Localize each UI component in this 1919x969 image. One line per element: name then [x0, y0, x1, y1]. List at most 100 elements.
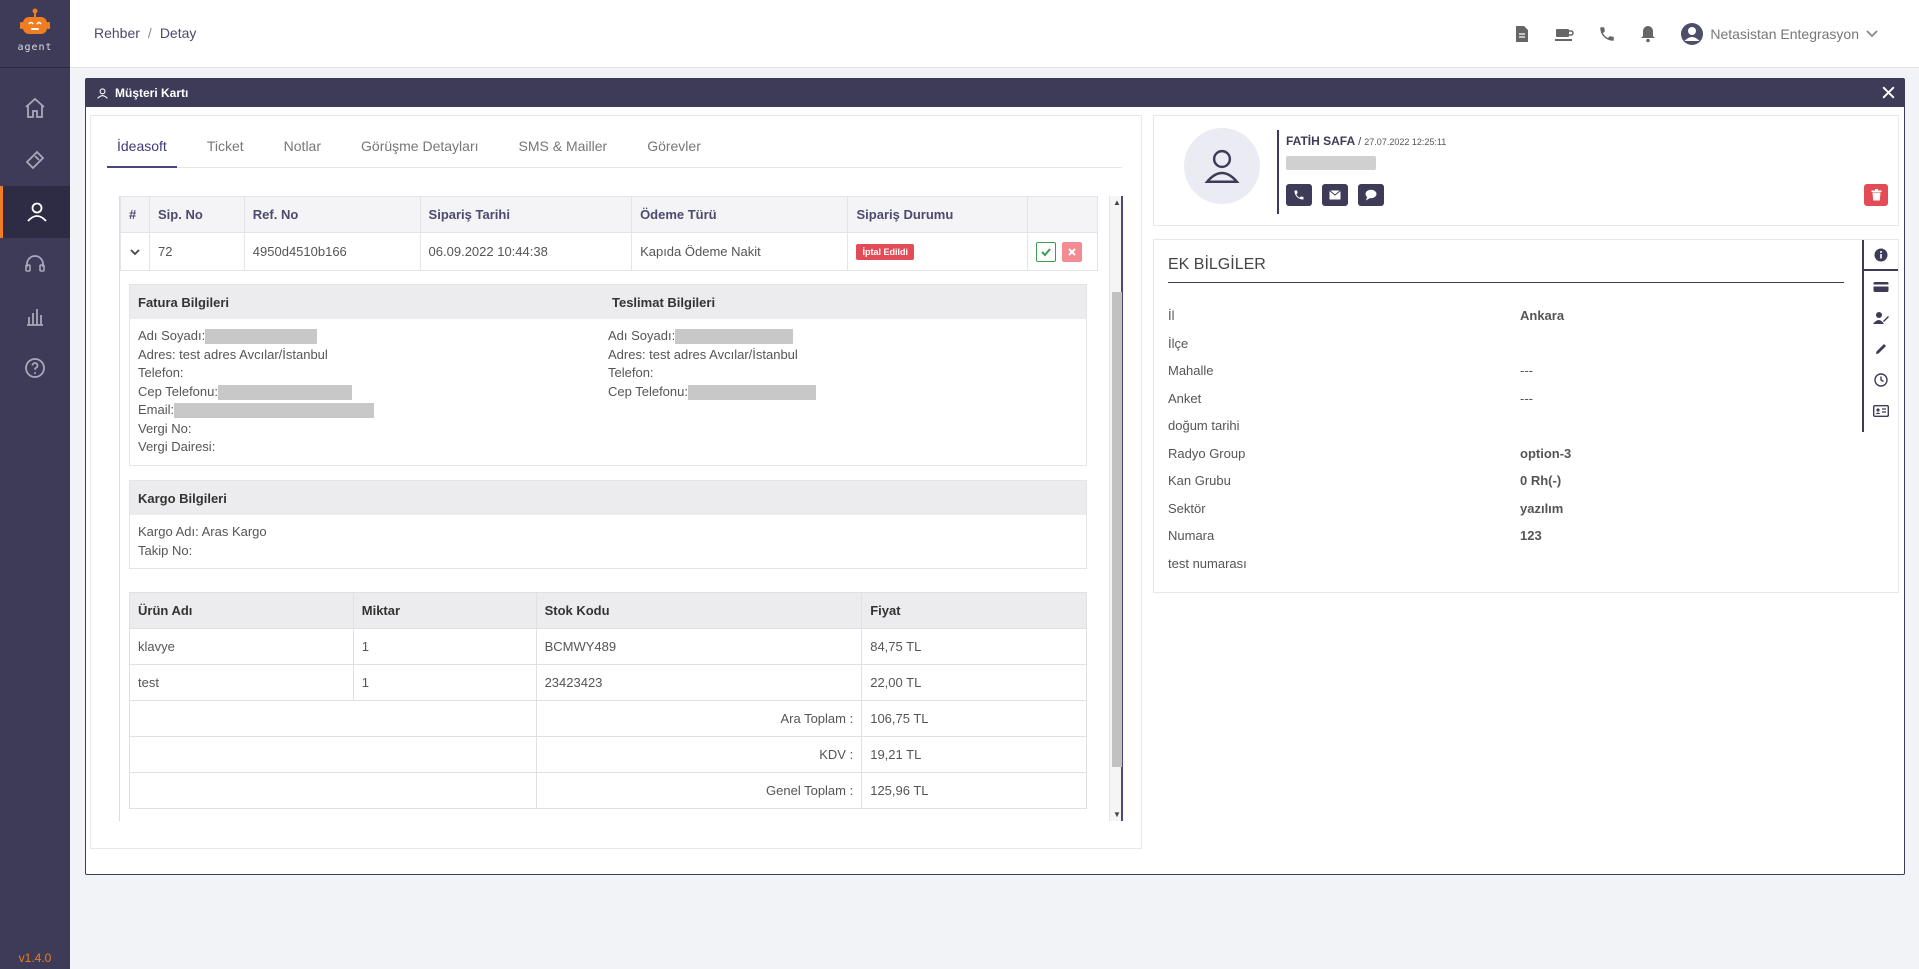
vat-label: KDV : — [535, 736, 863, 773]
breadcrumb: Rehber / Detay — [94, 25, 196, 41]
tab-bar: İdeasoft Ticket Notlar Görüşme Detayları… — [107, 128, 1122, 168]
field-value: Ankara — [1520, 308, 1565, 324]
clock-icon — [1874, 372, 1888, 387]
col-header-ref-no[interactable]: Ref. No — [243, 196, 421, 233]
field-value: option-3 — [1520, 445, 1572, 461]
field-row: Numara 123 — [1168, 522, 1844, 550]
customer-card-modal: Müşteri Kartı İdeasoft Ticket Notlar Gör… — [85, 78, 1905, 875]
col-header-price: Fiyat — [861, 592, 1087, 629]
chat-bubble-icon — [1365, 189, 1377, 201]
home-icon — [25, 97, 45, 118]
scroll-up-arrow-icon[interactable]: ▲ — [1113, 198, 1121, 207]
document-icon[interactable] — [1514, 25, 1530, 43]
breadcrumb-item-rehber[interactable]: Rehber — [94, 25, 140, 41]
notification-bell-icon[interactable] — [1640, 25, 1656, 43]
field-label: Sektör — [1168, 500, 1206, 516]
tab-gorusme-detaylari[interactable]: Görüşme Detayları — [361, 138, 479, 154]
vat-value: 19,21 TL — [861, 736, 1087, 773]
cell-sip-no: 72 — [149, 232, 245, 271]
orders-scroll-area[interactable]: # Sip. No Ref. No Sipariş Tarihi Ödeme T… — [119, 196, 1119, 821]
scrollbar-thumb[interactable] — [1112, 292, 1122, 767]
modal-close-button[interactable] — [1881, 85, 1896, 100]
redacted-billing-name — [205, 329, 318, 345]
sidebar-item-reports[interactable] — [0, 290, 70, 342]
breadcrumb-item-detay: Detay — [159, 25, 197, 41]
envelope-icon — [1329, 190, 1341, 200]
contact-created-date: 27.07.2022 12:25:11 — [1364, 137, 1447, 147]
tab-gorevler[interactable]: Görevler — [647, 138, 701, 154]
sidebar-item-contacts[interactable] — [0, 186, 70, 238]
billing-phone-label: Telefon: — [138, 365, 184, 380]
field-label: Radyo Group — [1168, 445, 1246, 461]
phone-icon[interactable] — [1598, 25, 1616, 43]
field-label: doğum tarihi — [1168, 418, 1240, 434]
sidebar: agent v1.4.0 — [0, 0, 70, 969]
call-button[interactable] — [1286, 184, 1312, 206]
side-tab-card[interactable] — [1864, 271, 1898, 302]
orders-table: # Sip. No Ref. No Sipariş Tarihi Ödeme T… — [120, 196, 1098, 271]
subtotal-label: Ara Toplam : — [535, 700, 863, 737]
billing-email-label: Email: — [138, 402, 175, 417]
sidebar-item-tickets[interactable] — [0, 134, 70, 186]
field-row: Radyo Group option-3 — [1168, 440, 1844, 468]
side-tab-id-card[interactable] — [1864, 395, 1898, 426]
coffee-break-icon[interactable] — [1554, 25, 1575, 43]
expand-toggle[interactable] — [120, 232, 150, 271]
sidebar-item-calls[interactable] — [0, 238, 70, 290]
cell-order-status: İptal Edildi — [847, 232, 1029, 271]
contacts-icon — [26, 202, 47, 222]
robot-logo-icon — [20, 8, 50, 34]
tab-ideasoft[interactable]: İdeasoft — [107, 128, 177, 168]
side-tab-info[interactable] — [1864, 240, 1898, 271]
reject-button[interactable] — [1061, 241, 1082, 262]
user-menu[interactable]: Netasistan Entegrasyon — [1680, 22, 1879, 46]
logo[interactable]: agent — [0, 0, 70, 68]
redacted-shipping-mobile — [688, 384, 816, 400]
cell-product-name: klavye — [129, 628, 354, 665]
field-value: --- — [1520, 363, 1533, 379]
field-row: İlçe — [1168, 330, 1844, 358]
billing-shipping-body: Adı Soyadı: Adres: test adres Avcılar/İs… — [130, 319, 1086, 465]
sidebar-item-help[interactable] — [0, 342, 70, 394]
sidebar-item-home[interactable] — [0, 82, 70, 134]
total-row: Ara Toplam : 106,75 TL — [129, 700, 1087, 737]
delete-contact-button[interactable] — [1864, 184, 1888, 206]
side-tab-history[interactable] — [1864, 364, 1898, 395]
shipping-phone-label: Telefon: — [608, 365, 654, 380]
tab-notlar[interactable]: Notlar — [283, 138, 322, 154]
scroll-down-arrow-icon[interactable]: ▼ — [1113, 810, 1121, 819]
side-tab-edit[interactable] — [1864, 333, 1898, 364]
col-header-payment-type[interactable]: Ödeme Türü — [631, 196, 849, 233]
cell-quantity: 1 — [352, 664, 537, 701]
cargo-name: Kargo Adı: Aras Kargo — [138, 524, 267, 539]
version-label: v1.4.0 — [18, 951, 52, 965]
ticket-icon — [25, 150, 45, 170]
user-icon — [1204, 149, 1240, 183]
divider — [1277, 130, 1279, 214]
cell-quantity: 1 — [352, 628, 537, 665]
close-icon — [1882, 86, 1895, 99]
table-row[interactable]: 72 4950d4510b166 06.09.2022 10:44:38 Kap… — [120, 232, 1098, 271]
side-tab-user-edit[interactable] — [1864, 302, 1898, 333]
field-row: doğum tarihi — [1168, 412, 1844, 440]
approve-button[interactable] — [1036, 241, 1057, 262]
tab-sms-mailler[interactable]: SMS & Mailler — [518, 138, 608, 154]
field-label: Numara — [1168, 528, 1215, 544]
field-row: Mahalle --- — [1168, 357, 1844, 385]
vertical-scrollbar[interactable]: ▲ ▼ — [1109, 196, 1123, 821]
col-header-quantity: Miktar — [352, 592, 537, 629]
user-icon — [97, 87, 108, 99]
email-button[interactable] — [1322, 184, 1348, 206]
col-header-order-status[interactable]: Sipariş Durumu — [847, 196, 1029, 233]
tab-ticket[interactable]: Ticket — [206, 138, 244, 154]
chevron-down-icon — [130, 248, 140, 255]
col-header-sip-no[interactable]: Sip. No — [149, 196, 245, 233]
redacted-billing-email — [174, 403, 375, 419]
billing-name-label: Adı Soyadı: — [138, 328, 206, 343]
sms-button[interactable] — [1358, 184, 1384, 206]
col-header-order-date[interactable]: Sipariş Tarihi — [419, 196, 633, 233]
total-row: Genel Toplam : 125,96 TL — [129, 772, 1087, 809]
field-value: 0 Rh(-) — [1520, 473, 1562, 489]
cell-order-date: 06.09.2022 10:44:38 — [419, 232, 633, 271]
shipping-name-label: Adı Soyadı: — [608, 328, 676, 343]
